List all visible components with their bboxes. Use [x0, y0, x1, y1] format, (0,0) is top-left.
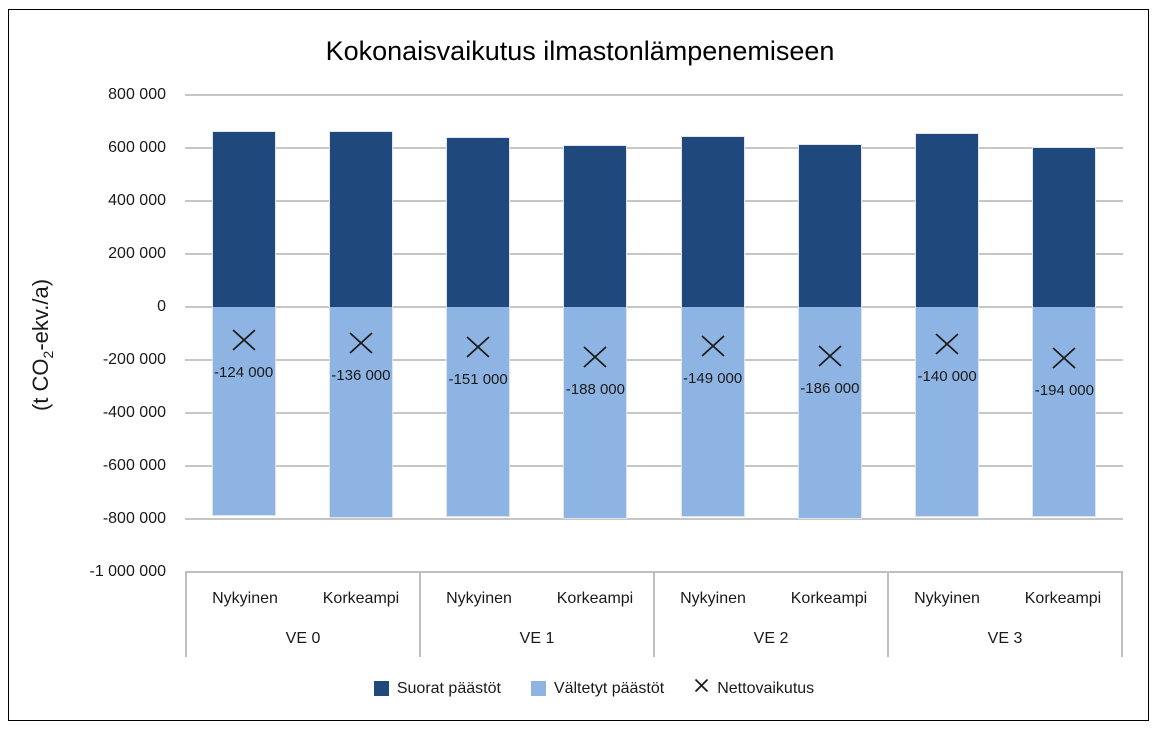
net-marker-x-icon [231, 328, 257, 352]
category-group: Nykyinen Korkeampi VE 1 [419, 573, 653, 657]
subcategory-label: Nykyinen [914, 590, 980, 607]
bar-suorat-paastot [446, 136, 511, 307]
y-tick-label: 600 000 [108, 138, 166, 156]
bar-valtetyt-paastot [915, 306, 980, 518]
y-tick-label: -1 000 000 [89, 562, 166, 580]
bar-suorat-paastot [1032, 147, 1097, 307]
legend-item-nettovaikutus: Nettovaikutus [694, 678, 814, 699]
net-value-label: -149 000 [683, 370, 743, 388]
group-label: VE 3 [987, 629, 1023, 647]
category-group: Nykyinen Korkeampi VE 0 [185, 573, 419, 657]
legend-x-marker-icon [694, 678, 709, 699]
net-value-label: -151 000 [448, 370, 508, 388]
gridline [185, 305, 1123, 308]
subcategory-label: Nykyinen [680, 590, 746, 607]
bar-valtetyt-paastot [446, 306, 511, 517]
legend-label-valtetyt-paastot: Vältetyt päästöt [553, 679, 665, 697]
bar-suorat-paastot [797, 143, 862, 307]
subcategory-row: Nykyinen Korkeampi [421, 578, 653, 620]
net-marker-x-icon [348, 331, 374, 355]
gridline [185, 146, 1123, 149]
group-label: VE 0 [285, 629, 321, 647]
bar-suorat-paastot [563, 144, 628, 307]
gridline [185, 464, 1123, 467]
legend-item-suorat-paastot: Suorat päästöt [373, 679, 501, 699]
legend-item-valtetyt-paastot: Vältetyt päästöt [530, 679, 665, 699]
net-marker-x-icon [934, 332, 960, 356]
category-group: Nykyinen Korkeampi VE 2 [653, 573, 887, 657]
net-value-label: -124 000 [214, 363, 274, 381]
bar-suorat-paastot [211, 130, 276, 307]
y-tick-label: -200 000 [102, 350, 166, 368]
y-tick-label: -400 000 [102, 403, 166, 421]
gridline [185, 358, 1123, 361]
category-group: Nykyinen Korkeampi VE 3 [887, 573, 1123, 657]
gridline [185, 94, 1123, 96]
chart-title: Kokonaisvaikutus ilmastonlämpenemiseen [325, 36, 835, 66]
bar-suorat-paastot [328, 131, 393, 307]
net-marker-x-icon [1051, 346, 1077, 370]
net-value-label: -188 000 [565, 380, 625, 398]
bar-suorat-paastot [680, 136, 745, 307]
net-marker-x-icon [582, 345, 608, 369]
net-marker-x-icon [700, 334, 726, 358]
subcategory-label: Korkeampi [1024, 590, 1102, 607]
subcategory-label: Nykyinen [446, 590, 512, 607]
gridline [185, 517, 1123, 520]
subcategory-label: Korkeampi [790, 590, 868, 607]
net-marker-x-icon [465, 335, 491, 359]
bar-valtetyt-paastot [211, 306, 276, 516]
subcategory-row: Nykyinen Korkeampi [889, 578, 1121, 620]
gridline [185, 199, 1123, 202]
bar-valtetyt-paastot [563, 306, 628, 519]
legend-label-nettovaikutus: Nettovaikutus [717, 679, 815, 697]
y-tick-label: -800 000 [102, 509, 166, 527]
gridline [185, 411, 1123, 414]
subcategory-label: Korkeampi [556, 590, 634, 607]
legend-label-suorat-paastot: Suorat päästöt [396, 679, 501, 697]
legend-swatch-light-square-icon [530, 681, 546, 696]
net-value-label: -136 000 [331, 366, 391, 384]
subcategory-row: Nykyinen Korkeampi [187, 578, 419, 620]
bar-valtetyt-paastot [1032, 306, 1097, 518]
net-value-label: -186 000 [800, 380, 860, 398]
net-value-label: -140 000 [917, 367, 977, 385]
y-tick-label: 800 000 [108, 86, 166, 103]
subcategory-label: Korkeampi [322, 590, 400, 607]
legend: Suorat päästöt Vältetyt päästöt Nettovai… [125, 678, 1063, 699]
bar-valtetyt-paastot [680, 306, 745, 517]
bar-valtetyt-paastot [797, 306, 862, 520]
subcategory-row: Nykyinen Korkeampi [655, 578, 887, 620]
y-tick-label: 400 000 [108, 191, 166, 209]
subcategory-label: Nykyinen [212, 590, 278, 607]
net-marker-x-icon [817, 344, 843, 368]
group-label: VE 1 [519, 629, 555, 647]
group-label: VE 2 [753, 629, 789, 647]
net-value-label: -194 000 [1034, 382, 1094, 400]
gridline [185, 252, 1123, 255]
y-tick-label: -600 000 [102, 456, 166, 474]
legend-swatch-dark-square-icon [373, 681, 389, 696]
bar-suorat-paastot [915, 133, 980, 307]
y-tick-label: 200 000 [108, 244, 166, 262]
category-axis-table: Nykyinen Korkeampi VE 0 Nykyinen Korkeampi VE… [185, 571, 1123, 657]
y-tick-label: 0 [157, 297, 166, 315]
